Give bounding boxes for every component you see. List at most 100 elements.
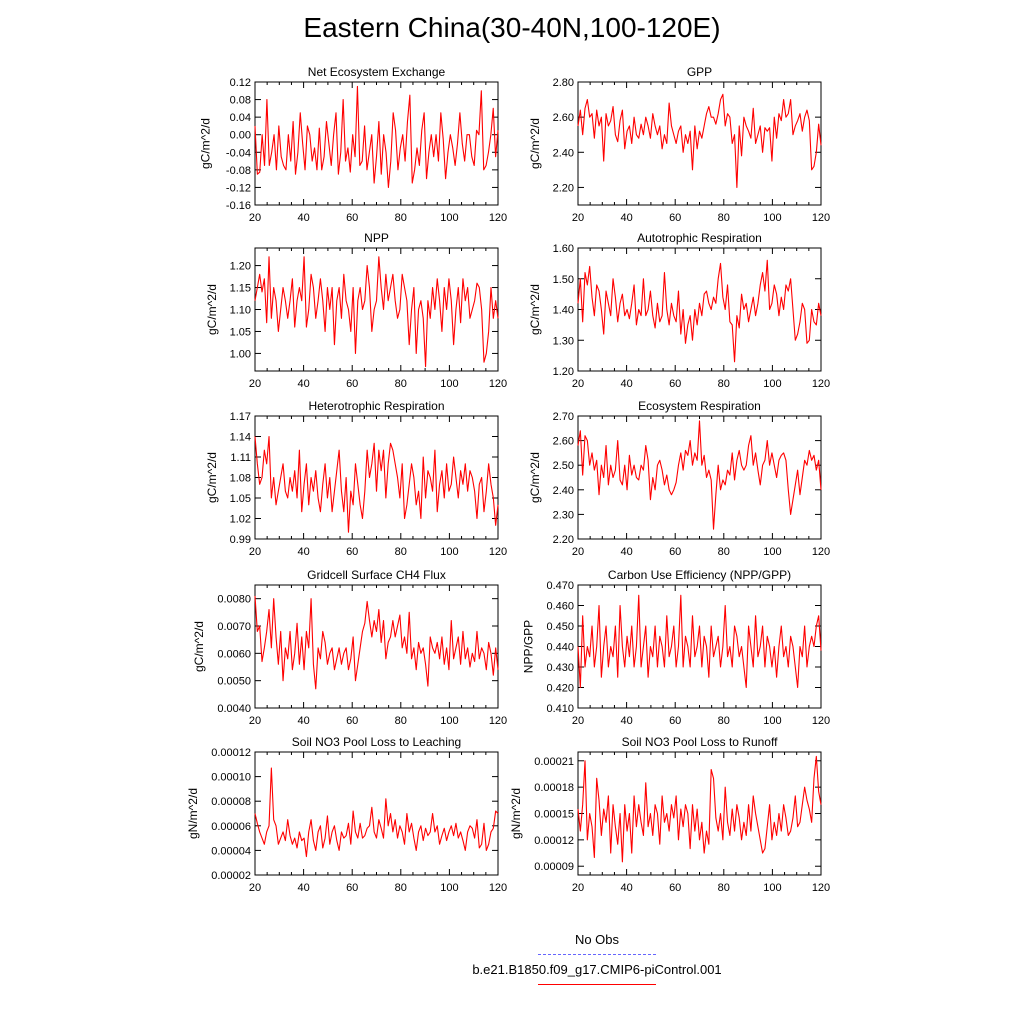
panel-2-xtick-label: 40 xyxy=(620,212,632,224)
panel-2-frame xyxy=(577,81,822,206)
panel-4-xtick-label: 120 xyxy=(812,378,830,390)
panel-9-xtick-label: 80 xyxy=(395,882,407,894)
panel-8-xtick-label: 40 xyxy=(620,715,632,727)
panel-8-ytick-label: 0.440 xyxy=(546,642,574,654)
panel-10-xtick-label: 120 xyxy=(812,882,830,894)
panel-5-ytick-label: 1.11 xyxy=(230,452,251,464)
panel-8-ytick-label: 0.410 xyxy=(546,703,574,715)
panel-5-ytick-label: 1.17 xyxy=(230,411,251,423)
panel-1-xtick-label: 80 xyxy=(395,212,407,224)
panel-9-series-line-1 xyxy=(254,767,499,858)
panel-3-xtick-label: 60 xyxy=(346,378,358,390)
panel-3-ytick-label: 1.00 xyxy=(230,348,251,360)
panel-3-xtick-label: 40 xyxy=(297,378,309,390)
panel-6-frame xyxy=(577,415,822,540)
panel-2-ytick-label: 2.20 xyxy=(553,182,574,194)
panel-3-ytick-label: 1.05 xyxy=(230,326,251,338)
panel-8-xtick-label: 100 xyxy=(763,715,781,727)
panel-8-ytick-label: 0.420 xyxy=(546,683,574,695)
panel-5-ytick-label: 1.14 xyxy=(230,432,251,444)
panel-9-title: Soil NO3 Pool Loss to Leaching xyxy=(292,735,461,749)
panel-8-xtick-label: 20 xyxy=(572,715,584,727)
panel-3-ytick-label: 1.15 xyxy=(230,283,251,295)
panel-5-xtick-label: 80 xyxy=(395,546,407,558)
panel-6-ylabel: gC/m^2/d xyxy=(528,452,542,503)
panel-7-xtick-label: 60 xyxy=(346,715,358,727)
panel-9-xtick-label: 40 xyxy=(297,882,309,894)
panel-6-xtick-label: 60 xyxy=(669,546,681,558)
panel-5-xtick-label: 40 xyxy=(297,546,309,558)
panel-3-xtick-label: 80 xyxy=(395,378,407,390)
panel-6-xtick-label: 40 xyxy=(620,546,632,558)
panel-2-ytick-label: 2.60 xyxy=(553,112,574,124)
legend-line-model xyxy=(538,984,656,985)
panel-1-xtick-label: 120 xyxy=(489,212,507,224)
panel-8-xtick-label: 120 xyxy=(812,715,830,727)
panel-9-xtick-label: 120 xyxy=(489,882,507,894)
panel-10-ytick-label: 0.00009 xyxy=(534,861,574,873)
panel-4-xtick-label: 60 xyxy=(669,378,681,390)
panel-5-ytick-label: 1.08 xyxy=(230,473,251,485)
panel-6-xtick-label: 80 xyxy=(718,546,730,558)
panel-5-ytick-label: 0.99 xyxy=(230,534,251,546)
panel-9-xtick-label: 20 xyxy=(249,882,261,894)
panel-4-ytick-label: 1.50 xyxy=(553,274,574,286)
panel-2-ytick-label: 2.40 xyxy=(553,147,574,159)
panel-3-ylabel: gC/m^2/d xyxy=(205,284,219,335)
panel-10-xtick-label: 100 xyxy=(763,882,781,894)
panel-4-ytick-label: 1.40 xyxy=(553,305,574,317)
panel-6-xtick-label: 20 xyxy=(572,546,584,558)
panel-7-ytick-label: 0.0080 xyxy=(217,594,251,606)
panel-8-series-line-1 xyxy=(577,594,822,689)
panel-3-xtick-label: 100 xyxy=(440,378,458,390)
panel-2-xtick-label: 100 xyxy=(763,212,781,224)
panel-9-xtick-label: 100 xyxy=(440,882,458,894)
panel-5-xtick-label: 100 xyxy=(440,546,458,558)
panel-4-ylabel: gC/m^2/d xyxy=(528,284,542,335)
panel-8-title: Carbon Use Efficiency (NPP/GPP) xyxy=(608,568,791,582)
panel-10-ylabel: gN/m^2/d xyxy=(509,788,523,839)
panel-2-xtick-label: 60 xyxy=(669,212,681,224)
panel-9-frame xyxy=(254,751,499,876)
panel-2-xtick-label: 80 xyxy=(718,212,730,224)
panel-6-series-line-1 xyxy=(577,420,822,530)
panel-9-xtick-label: 60 xyxy=(346,882,358,894)
panel-1-ytick-label: 0.12 xyxy=(230,77,251,89)
panel-1-xtick-label: 60 xyxy=(346,212,358,224)
panel-4-xtick-label: 100 xyxy=(763,378,781,390)
panel-5-ylabel: gC/m^2/d xyxy=(205,452,219,503)
panel-4-xtick-label: 80 xyxy=(718,378,730,390)
panel-3-ytick-label: 1.10 xyxy=(230,305,251,317)
panel-10-series-line-1 xyxy=(577,755,822,863)
panel-3-ytick-label: 1.20 xyxy=(230,261,251,273)
legend-label-model: b.e21.B1850.f09_g17.CMIP6-piControl.001 xyxy=(472,962,722,977)
panel-9-ytick-label: 0.00004 xyxy=(211,845,251,857)
panel-5-xtick-label: 120 xyxy=(489,546,507,558)
panel-6-ytick-label: 2.50 xyxy=(553,460,574,472)
panel-1-ytick-label: -0.12 xyxy=(226,182,251,194)
panel-6-ytick-label: 2.70 xyxy=(553,411,574,423)
panel-3-title: NPP xyxy=(364,231,389,245)
panel-1-series-line-1 xyxy=(254,85,499,188)
panel-9-ytick-label: 0.00012 xyxy=(211,747,251,759)
panel-10-xtick-label: 20 xyxy=(572,882,584,894)
panel-10-ytick-label: 0.00015 xyxy=(534,809,574,821)
panel-6-ytick-label: 2.60 xyxy=(553,436,574,448)
panel-5-series-line-1 xyxy=(254,435,499,533)
panel-4-ytick-label: 1.30 xyxy=(553,335,574,347)
panel-1-ytick-label: -0.04 xyxy=(226,147,251,159)
panel-8-xtick-label: 80 xyxy=(718,715,730,727)
panel-8-ytick-label: 0.460 xyxy=(546,601,574,613)
figure-title: Eastern China(30-40N,100-120E) xyxy=(303,12,721,43)
panel-4-title: Autotrophic Respiration xyxy=(637,231,762,245)
panel-9-ytick-label: 0.00010 xyxy=(211,772,251,784)
panel-7-series-line-1 xyxy=(254,595,499,690)
panel-9-ytick-label: 0.00008 xyxy=(211,796,251,808)
panel-9-ytick-label: 0.00006 xyxy=(211,821,251,833)
panel-4-series-line-1 xyxy=(577,259,822,363)
panel-7-xtick-label: 120 xyxy=(489,715,507,727)
panel-5-ytick-label: 1.02 xyxy=(230,514,251,526)
panel-2-ylabel: gC/m^2/d xyxy=(528,118,542,169)
panel-7-xtick-label: 20 xyxy=(249,715,261,727)
